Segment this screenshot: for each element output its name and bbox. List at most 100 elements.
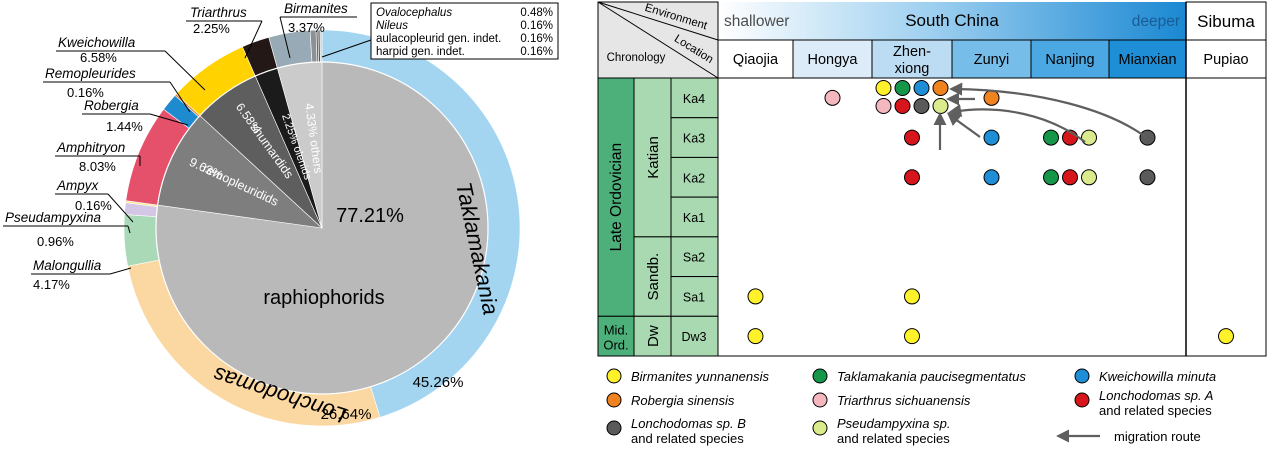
distribution-table: Qiaojia Hongya Zhen-xiong Zunyi Nanjing Mianx… [597, 1, 1267, 357]
row-cell-sa2 [670, 236, 719, 278]
dot-kwe-ka2-zunyi [983, 169, 1000, 186]
location-mianxian: Mianxian [1118, 52, 1176, 68]
legend-label-bir: Birmanites yunnanensis [631, 369, 770, 384]
label-harpid-gen-indet-pct: 0.16% [520, 46, 553, 58]
slice-malongullia [123, 214, 160, 267]
leader-line-birmanites [279, 16, 291, 59]
dot-tak-ka4-zhen-xiong [894, 80, 911, 96]
period-mid-ord-label-0: Mid. [604, 322, 629, 337]
label-robergia-pct: 1.44% [106, 119, 143, 134]
location-hongya: Hongya [808, 52, 859, 68]
leader-line-robergia [149, 113, 189, 126]
species-legend: Birmanites yunnanensis Taklamakania pauci… [606, 368, 1216, 446]
leader-line-triarthrus [244, 20, 263, 59]
stage-label-dw: Dw [645, 325, 662, 347]
header-diag-1 [597, 1, 719, 41]
label-kweichowilla: Kweichowilla [58, 35, 136, 50]
legend-label-kwe: Kweichowilla minuta [1099, 369, 1216, 384]
row-cell-ka2 [670, 156, 719, 198]
label-kweichowilla-pct: 6.58% [80, 50, 117, 65]
header-diag-2 [597, 1, 719, 79]
legend-label-lonB: Lonchodomas sp. B [631, 416, 746, 431]
dot-kwe-ka4-zhen-xiong [913, 80, 930, 96]
dot-pse-ka3-nanjing [1081, 129, 1097, 146]
location-cell-nanjing [1030, 39, 1110, 79]
dot-kwe-ka3-zunyi [983, 129, 1000, 146]
dot-lonA-ka2-nanjing [1062, 169, 1078, 186]
label-pseudampyxina-pct: 0.96% [37, 234, 74, 249]
body-sibuma [1185, 77, 1267, 357]
dot-lonB-ka4-zhen-xiong [913, 98, 930, 114]
label-lonchodomas-pct: 26.64% [321, 406, 372, 423]
location-zunyi: Zunyi [974, 52, 1009, 68]
location-cell-pupiao [1185, 39, 1267, 79]
legend-dot-lonA [1074, 392, 1090, 408]
label-malongullia-pct: 4.17% [33, 277, 70, 292]
sibuma-cell [1185, 1, 1267, 41]
legend-label-lonA: Lonchodomas sp. A [1099, 388, 1213, 403]
row-label-dw3: Dw3 [681, 330, 706, 344]
minor-taxa-leader [321, 39, 372, 58]
label-birmanites: Birmanites [284, 1, 348, 16]
dot-lonA-ka4-zhen-xiong [894, 98, 911, 114]
label-triarthrus-pct: 2.25% [193, 21, 230, 36]
row-cell-sa1 [670, 276, 719, 317]
period-mid-ord-label-1: Ord. [603, 337, 628, 352]
inner-pie [155, 61, 489, 395]
header-sibuma: Sibuma [1197, 12, 1255, 31]
dot-bir-dw3-qiaojia [747, 328, 764, 345]
row-label-sa2: Sa2 [683, 251, 705, 265]
label-amphitryon-pct: 8.03% [79, 159, 116, 174]
label-amphitryon: Amphitryon [56, 140, 125, 155]
label-ampyx: Ampyx [56, 178, 100, 193]
dot-bir-dw3-zhen-xiong [904, 328, 920, 345]
environment-gradient [718, 2, 1186, 40]
dot-lonB-ka2-mianxian [1139, 169, 1156, 186]
location-qiaojia: Qiaojia [733, 52, 779, 68]
ring-divider [155, 61, 489, 395]
row-label-ka4: Ka4 [683, 92, 705, 106]
stage-dw [633, 315, 672, 357]
period-late-ordovician-label: Late Ordovician [608, 143, 625, 252]
header-south-china: South China [905, 11, 999, 30]
dot-pse-ka4-zhen-xiong [932, 98, 949, 114]
legend-dot-tri [812, 392, 828, 408]
label-ovalocephalus: Ovalocephalus [376, 7, 452, 19]
label-remopleurides: Remopleurides [45, 66, 136, 81]
dot-tri-ka4-zhen-xiong [875, 98, 892, 114]
label-malongullia: Malongullia [33, 258, 102, 273]
stage-label-sandb: Sandb. [645, 253, 662, 301]
dot-tak-ka2-nanjing [1043, 169, 1059, 186]
minor-taxa-box [370, 2, 559, 60]
dot-rob-ka4-zunyi [983, 89, 1000, 106]
legend-migration-label: migration route [1114, 429, 1201, 444]
dot-bir-sa1-qiaojia [747, 288, 764, 305]
dot-rob-ka4-zhen-xiong [932, 80, 949, 96]
legend-dot-rob [606, 392, 622, 408]
location-cell-mianxian [1108, 39, 1187, 79]
row-label-sa1: Sa1 [683, 290, 705, 304]
legend-dot-kwe [1074, 368, 1090, 384]
period-mid-ordovician [597, 315, 635, 357]
legend-dot-tak [812, 368, 828, 384]
location-zhen-xiong-1: Zhen- [893, 44, 931, 60]
header-deeper: deeper [1132, 13, 1180, 30]
location-pupiao: Pupiao [1203, 52, 1248, 68]
label-remopleurides-pct: 0.16% [67, 85, 104, 100]
label-pseudampyxina: Pseudampyxina [5, 210, 102, 225]
label-harpid-gen-indet: harpid gen. indet. [376, 46, 465, 58]
migration-arrow-nanjing-ka4 [948, 103, 1086, 143]
dot-tak-ka3-nanjing [1043, 129, 1059, 146]
dot-lonB-ka3-mianxian [1139, 129, 1156, 146]
legend-label2-lonA: and related species [1099, 403, 1212, 418]
leader-line-remopleurides [169, 81, 191, 113]
legend-dot-pse [812, 420, 828, 436]
outer-ring [123, 29, 521, 427]
label-raphiophorids: raphiophorids [263, 287, 384, 309]
row-label-ka2: Ka2 [683, 171, 705, 185]
leader-line-kweichowilla [164, 50, 206, 91]
label-raphiophorids-pct: 77.21% [336, 205, 404, 227]
dot-bir-dw3-pupiao [1218, 328, 1234, 345]
